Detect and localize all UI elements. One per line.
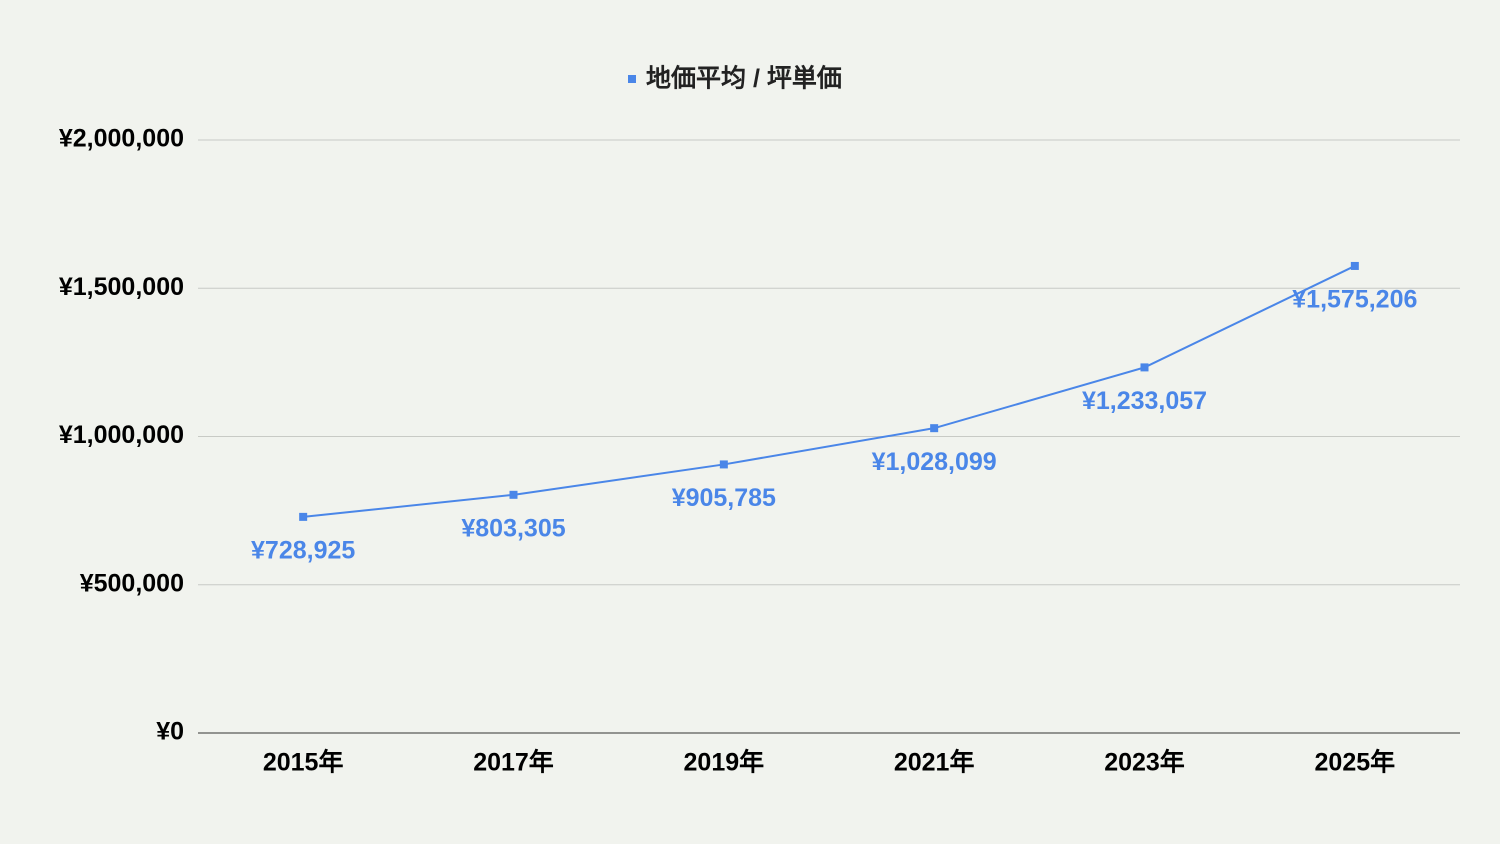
data-label: ¥905,785 [672,484,776,512]
data-label: ¥803,305 [461,514,565,542]
legend-label: 地価平均 / 坪単価 [646,64,842,93]
data-label: ¥1,575,206 [1292,286,1417,314]
y-tick-label: ¥500,000 [80,569,184,597]
x-tick-label: 2021年 [894,748,975,777]
y-tick-label: ¥1,500,000 [59,273,184,301]
line [303,265,1356,518]
y-tick-label: ¥2,000,000 [59,125,184,153]
x-tick-label: 2023年 [1104,748,1185,777]
point [1350,261,1359,270]
point [930,424,939,433]
x-tick-label: 2017年 [473,748,554,777]
data-label: ¥1,233,057 [1082,387,1207,415]
point [1140,363,1149,372]
data-label: ¥728,925 [251,536,355,564]
x-tick-label: 2019年 [684,748,765,777]
x-tick-label: 2025年 [1315,748,1396,777]
data-label: ¥1,028,099 [872,448,997,476]
y-tick-label: ¥0 [156,718,184,746]
point [719,460,728,469]
point [509,490,518,499]
y-tick-label: ¥1,000,000 [59,421,184,449]
x-tick-label: 2015年 [263,748,344,777]
point [299,512,308,521]
legend-swatch [628,75,636,83]
